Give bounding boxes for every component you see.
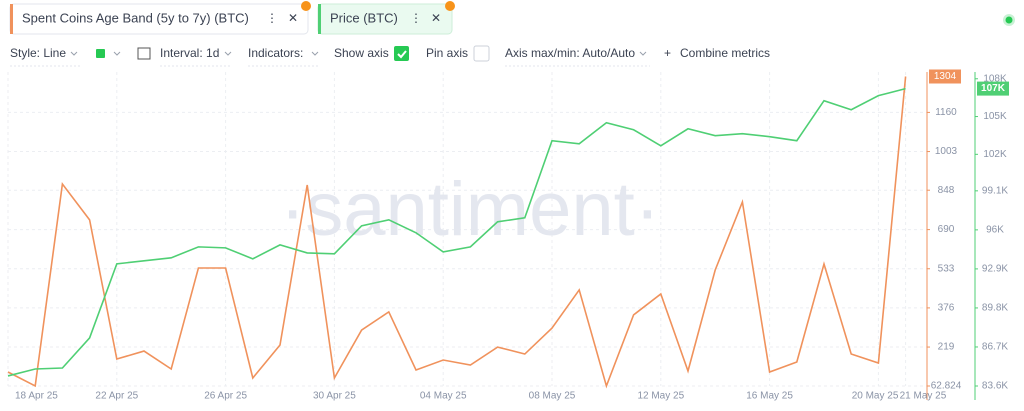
y-tick-label: 1160 [935, 107, 957, 118]
y-tick-label: 690 [938, 224, 955, 235]
x-tick-label: 08 May 25 [529, 391, 576, 402]
y-tick-label: 219 [938, 342, 955, 353]
y-tick-label: 848 [938, 185, 955, 196]
close-icon[interactable]: ✕ [288, 11, 298, 25]
y-tick-label: 62.824 [931, 381, 962, 392]
y2-tick-label: 96K [986, 225, 1004, 236]
tab-title: Spent Coins Age Band (5y to 7y) (BTC) [22, 10, 249, 25]
x-tick-label: 18 Apr 25 [15, 391, 58, 402]
tab-accent [318, 4, 321, 34]
value-badge-label: 1304 [934, 71, 957, 82]
btc-icon [301, 1, 311, 11]
y-tick-label: 533 [938, 263, 955, 274]
value-badge [977, 81, 1009, 96]
x-tick-label: 12 May 25 [637, 391, 684, 402]
axis-minmax-select[interactable]: Axis max/min: Auto/Auto [505, 46, 635, 60]
interval-select[interactable]: Interval: 1d [160, 46, 219, 60]
y2-tick-label: 102K [983, 149, 1007, 160]
menu-icon[interactable]: ⋮ [266, 11, 278, 25]
y2-tick-label: 92.9K [982, 264, 1008, 275]
chevrons [70, 51, 647, 56]
y2-tick-label: 86.7K [982, 342, 1008, 353]
y2-tick-label: 105K [983, 111, 1007, 122]
series-line [7, 76, 907, 389]
tab-accent [10, 4, 13, 34]
x-tick-label: 16 May 25 [746, 391, 793, 402]
x-tick-label: 22 Apr 25 [95, 391, 138, 402]
y2-tick-label: 108K [983, 73, 1007, 84]
show-axis-checkbox[interactable] [394, 46, 409, 61]
status-dot [1005, 16, 1013, 24]
menu-icon[interactable]: ⋮ [410, 11, 422, 25]
value-badge-label: 107K [981, 83, 1006, 94]
indicators-select[interactable]: Indicators: [248, 46, 303, 60]
interval-icon [137, 47, 151, 60]
tab-title: Price (BTC) [330, 10, 398, 25]
y2-tick-label: 83.6K [982, 381, 1008, 392]
close-icon[interactable]: ✕ [431, 11, 441, 25]
y2-tick-label: 89.8K [982, 303, 1008, 314]
x-tick-label: 30 Apr 25 [313, 391, 356, 402]
plus-icon: + [664, 46, 671, 60]
style-select[interactable]: Style: Line [10, 46, 66, 60]
y-tick-label: 376 [938, 303, 955, 314]
x-tick-label: 04 May 25 [420, 391, 467, 402]
btc-icon [445, 1, 455, 11]
show-axis-label[interactable]: Show axis [334, 46, 389, 60]
combine-metrics-button[interactable]: Combine metrics [680, 46, 770, 60]
series-line [7, 87, 906, 377]
pin-axis-label[interactable]: Pin axis [426, 46, 468, 60]
color-picker[interactable] [96, 49, 105, 58]
watermark: ·santiment· [280, 167, 660, 252]
y2-tick-label: 99.1K [982, 185, 1008, 196]
value-badge [929, 69, 961, 84]
y-tick-label: 1003 [935, 146, 958, 157]
x-tick-label: 20 May 25 [852, 391, 899, 402]
pin-axis-checkbox[interactable] [473, 45, 490, 62]
check-mark [397, 50, 407, 59]
x-tick-label: 26 Apr 25 [204, 391, 247, 402]
x-tick-label: 21 May 25 [900, 391, 947, 402]
